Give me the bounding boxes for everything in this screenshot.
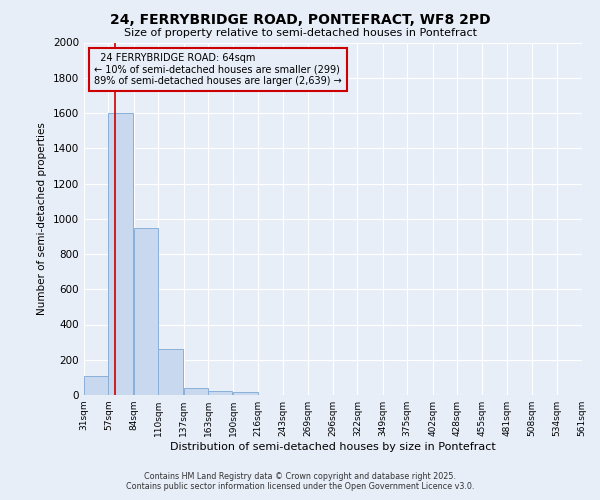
Bar <box>84 376 109 395</box>
Text: 24, FERRYBRIDGE ROAD, PONTEFRACT, WF8 2PD: 24, FERRYBRIDGE ROAD, PONTEFRACT, WF8 2P… <box>110 12 490 26</box>
Bar <box>158 349 182 395</box>
Bar <box>208 392 232 395</box>
X-axis label: Distribution of semi-detached houses by size in Pontefract: Distribution of semi-detached houses by … <box>170 442 496 452</box>
Bar <box>233 392 258 395</box>
Y-axis label: Number of semi-detached properties: Number of semi-detached properties <box>37 122 47 315</box>
Bar <box>109 113 133 395</box>
Text: Contains HM Land Registry data © Crown copyright and database right 2025.
Contai: Contains HM Land Registry data © Crown c… <box>126 472 474 491</box>
Bar <box>184 388 208 395</box>
Text: 24 FERRYBRIDGE ROAD: 64sqm
← 10% of semi-detached houses are smaller (299)
89% o: 24 FERRYBRIDGE ROAD: 64sqm ← 10% of semi… <box>94 53 342 86</box>
Text: Size of property relative to semi-detached houses in Pontefract: Size of property relative to semi-detach… <box>124 28 476 38</box>
Bar <box>134 228 158 395</box>
